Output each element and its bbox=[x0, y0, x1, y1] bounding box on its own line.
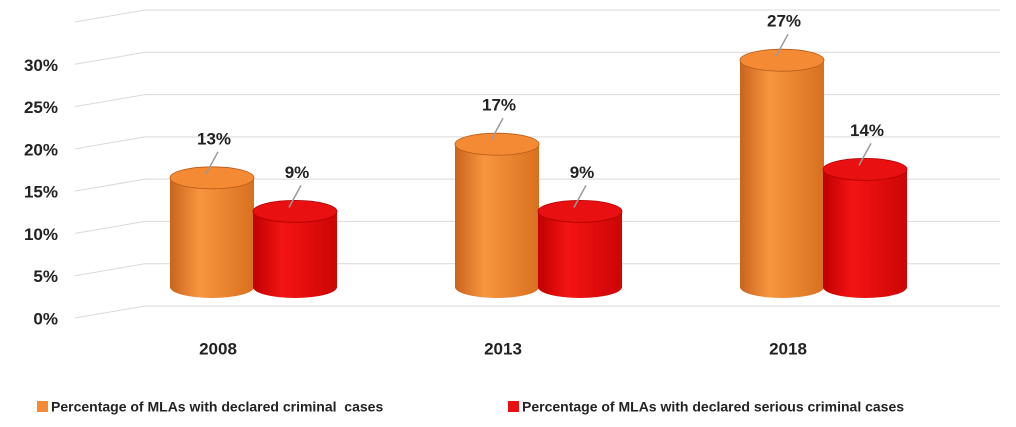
legend-swatch bbox=[37, 401, 48, 412]
legend-label: Percentage of MLAs with declared serious… bbox=[522, 399, 904, 415]
leader-line bbox=[288, 185, 302, 208]
grid-line bbox=[74, 51, 1000, 65]
data-label: 27% bbox=[767, 12, 801, 31]
x-tick-label: 2018 bbox=[769, 339, 807, 358]
cylinder bbox=[537, 199, 623, 298]
bar bbox=[538, 211, 622, 298]
data-label: 13% bbox=[197, 129, 231, 148]
y-tick-label: 30% bbox=[24, 56, 58, 75]
grid-line bbox=[74, 178, 1000, 192]
cylinder bbox=[252, 199, 338, 298]
leader-line bbox=[775, 33, 789, 57]
legend-label: Percentage of MLAs with declared crimina… bbox=[51, 399, 383, 415]
data-label: 9% bbox=[285, 163, 310, 182]
grid-line bbox=[74, 305, 1000, 319]
data-label: 14% bbox=[850, 121, 884, 140]
y-tick-label: 0% bbox=[33, 309, 58, 328]
x-tick-label: 2008 bbox=[199, 339, 237, 358]
cylinder bbox=[454, 132, 540, 298]
bar bbox=[253, 211, 337, 298]
bar-top bbox=[454, 132, 540, 156]
leader-line bbox=[573, 185, 587, 208]
bar-top bbox=[169, 166, 255, 190]
bar-top bbox=[822, 157, 908, 181]
y-tick-label: 5% bbox=[33, 267, 58, 286]
data-label: 17% bbox=[482, 96, 516, 115]
bar-top bbox=[537, 199, 623, 223]
y-tick-label: 10% bbox=[24, 225, 58, 244]
bar bbox=[455, 144, 539, 298]
grid-line bbox=[74, 9, 1000, 23]
cylinder bbox=[739, 48, 825, 299]
grid-line bbox=[74, 220, 1000, 234]
grid-line bbox=[74, 94, 1000, 108]
cylinder bbox=[169, 166, 255, 298]
y-tick-label: 15% bbox=[24, 183, 58, 202]
grid-line bbox=[74, 263, 1000, 277]
cylinder bbox=[822, 157, 908, 298]
y-tick-label: 20% bbox=[24, 140, 58, 159]
bar bbox=[170, 177, 254, 298]
x-tick-label: 2013 bbox=[484, 339, 522, 358]
bar bbox=[740, 60, 824, 299]
grid-line bbox=[74, 136, 1000, 150]
leader-line bbox=[205, 151, 219, 175]
data-label: 9% bbox=[570, 163, 595, 182]
legend-swatch bbox=[508, 401, 519, 412]
leader-line bbox=[858, 143, 872, 166]
bar-top bbox=[739, 48, 825, 72]
leader-line bbox=[490, 117, 504, 141]
bar bbox=[823, 169, 907, 298]
bar-top bbox=[252, 199, 338, 223]
y-tick-label: 25% bbox=[24, 98, 58, 117]
